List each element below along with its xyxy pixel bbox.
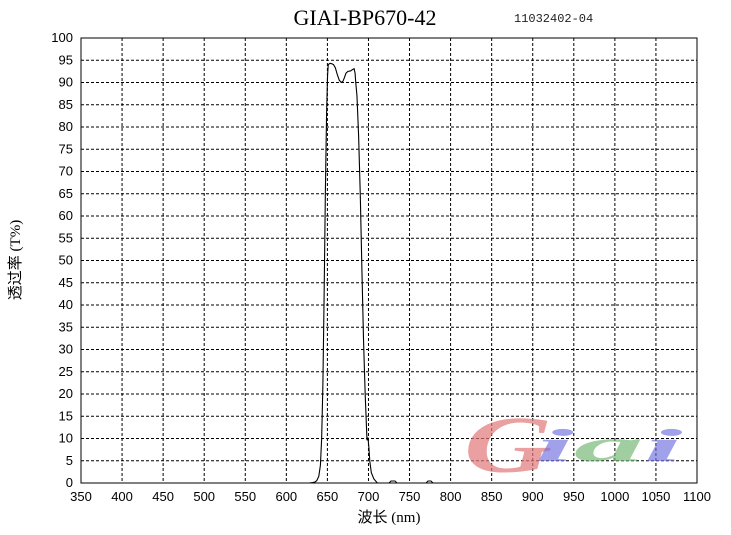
svg-text:iai: iai [535,420,683,472]
svg-text:600: 600 [275,489,297,504]
svg-text:35: 35 [59,319,73,334]
svg-text:透过率 (T%): 透过率 (T%) [7,220,24,300]
svg-text:95: 95 [59,52,73,67]
svg-text:750: 750 [399,489,421,504]
svg-text:70: 70 [59,164,73,179]
svg-text:5: 5 [66,453,73,468]
svg-text:800: 800 [440,489,462,504]
svg-text:65: 65 [59,186,73,201]
svg-text:500: 500 [193,489,215,504]
svg-text:15: 15 [59,408,73,423]
svg-text:90: 90 [59,75,73,90]
svg-text:850: 850 [481,489,503,504]
svg-text:波长 (nm): 波长 (nm) [358,509,421,526]
svg-text:450: 450 [152,489,174,504]
svg-text:10: 10 [59,431,73,446]
svg-text:GIAI-BP670-42: GIAI-BP670-42 [294,5,437,30]
svg-text:45: 45 [59,275,73,290]
svg-text:11032402-04: 11032402-04 [514,12,593,26]
svg-text:400: 400 [111,489,133,504]
svg-text:100: 100 [51,30,73,45]
svg-text:55: 55 [59,230,73,245]
svg-text:900: 900 [522,489,544,504]
svg-text:75: 75 [59,141,73,156]
svg-text:40: 40 [59,297,73,312]
svg-text:80: 80 [59,119,73,134]
svg-text:85: 85 [59,97,73,112]
svg-text:700: 700 [358,489,380,504]
svg-text:350: 350 [70,489,92,504]
svg-text:60: 60 [59,208,73,223]
svg-text:650: 650 [317,489,339,504]
svg-text:50: 50 [59,253,73,268]
svg-text:0: 0 [66,475,73,490]
svg-text:20: 20 [59,386,73,401]
svg-text:1100: 1100 [683,489,711,504]
svg-text:1050: 1050 [641,489,670,504]
svg-text:30: 30 [59,342,73,357]
svg-text:550: 550 [234,489,256,504]
svg-text:1000: 1000 [600,489,629,504]
svg-text:950: 950 [563,489,585,504]
svg-text:25: 25 [59,364,73,379]
